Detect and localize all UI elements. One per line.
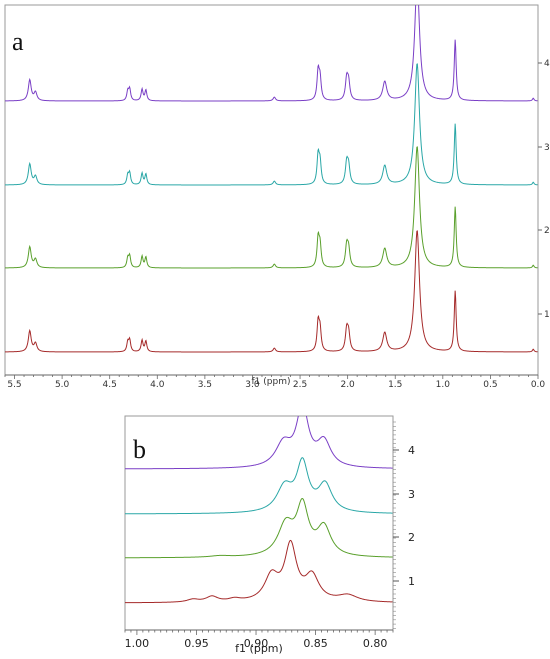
- x-tick-label: 4.5: [103, 380, 117, 390]
- x-tick-label: 3.0: [245, 380, 260, 390]
- panel-b-traces: [125, 416, 393, 604]
- trace-label-4: 4: [408, 444, 415, 457]
- x-tick-label: 0.0: [531, 380, 546, 390]
- x-tick-label: 3.5: [198, 380, 212, 390]
- x-tick-label: 5.0: [55, 380, 70, 390]
- trace-label-2: 2: [544, 226, 550, 236]
- panel-a-letter: a: [12, 27, 24, 56]
- spectrum-trace-3: [5, 63, 538, 186]
- panel-b-trace-axis: 1 2 3 4: [392, 416, 415, 630]
- zoom-trace-2: [125, 497, 393, 559]
- panel-a-trace-axis: 1 2 3 4: [537, 5, 550, 375]
- zoom-trace-3: [125, 457, 393, 515]
- panel-a-traces: [5, 5, 538, 353]
- x-tick-label: 2.0: [340, 380, 355, 390]
- x-tick-label: 0.95: [184, 637, 209, 650]
- trace-label-2: 2: [408, 531, 415, 544]
- x-tick-label: 0.90: [244, 637, 269, 650]
- x-tick-label: 4.0: [150, 380, 165, 390]
- x-tick-label: 0.85: [303, 637, 328, 650]
- x-tick-label: 1.5: [388, 380, 402, 390]
- panel-b-letter: b: [133, 435, 146, 464]
- spectrum-trace-4: [5, 5, 538, 102]
- panel-b-frame: [124, 415, 394, 631]
- spectrum-trace-2: [5, 146, 538, 269]
- trace-label-3: 3: [544, 143, 550, 153]
- zoom-trace-4: [125, 416, 393, 470]
- x-tick-label: 1.00: [125, 637, 150, 650]
- panel-a-x-axis: 5.5 5.0 4.5 4.0 3.5 3.0 2.5 2.0 1.5 1.0 0.5 0.0: [4, 374, 546, 390]
- x-tick-label: 1.0: [436, 380, 451, 390]
- x-tick-label: 0.80: [363, 637, 388, 650]
- x-tick-label: 5.5: [7, 380, 21, 390]
- panel-b: b 1 2 3 4 1.00 0.95 0.90 0.85 0.80 f1 (ppm): [124, 415, 415, 655]
- x-tick-label: 0.5: [483, 380, 497, 390]
- trace-label-3: 3: [408, 488, 415, 501]
- panel-b-x-axis: 1.00 0.95 0.90 0.85 0.80: [124, 629, 394, 650]
- zoom-trace-1: [125, 539, 393, 604]
- panel-a-frame: [4, 4, 539, 376]
- trace-label-1: 1: [408, 575, 415, 588]
- panel-a: a 1 2 3 4 5.5 5.0 4.5 4.0 3.5 3.0 2.5 2.0 1.5 1.0 0.5…: [4, 4, 550, 390]
- panel-b-x-axis-title: f1 (ppm): [235, 642, 283, 655]
- x-tick-label: 2.5: [293, 380, 307, 390]
- trace-label-4: 4: [544, 59, 550, 69]
- spectrum-trace-1: [5, 230, 538, 353]
- panel-a-x-axis-title: f1 (ppm): [252, 377, 291, 387]
- trace-label-1: 1: [544, 310, 550, 320]
